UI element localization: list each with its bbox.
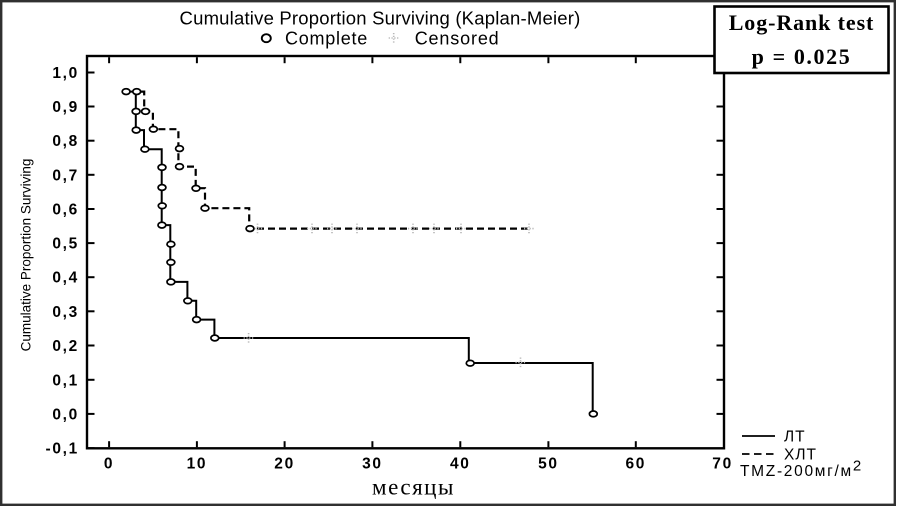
svg-text:10: 10 [187,456,208,473]
svg-text:ХЛТ: ХЛТ [784,447,817,464]
svg-text:0,6: 0,6 [52,202,79,219]
svg-text:0: 0 [104,456,114,473]
svg-text:0,9: 0,9 [52,99,79,116]
svg-text:30: 30 [362,456,383,473]
svg-text:Log-Rank test: Log-Rank test [729,10,875,35]
svg-text:0,1: 0,1 [52,372,79,389]
svg-text:0,0: 0,0 [52,406,79,423]
svg-text:70: 70 [712,456,733,473]
svg-text:0,2: 0,2 [52,338,79,355]
svg-text:50: 50 [538,456,559,473]
svg-text:месяцы: месяцы [372,475,455,500]
svg-text:Censored: Censored [415,29,500,49]
svg-text:0,3: 0,3 [52,304,79,321]
svg-text:TMZ-200мг/м2: TMZ-200мг/м2 [740,458,863,481]
svg-text:40: 40 [450,456,471,473]
svg-text:p = 0.025: p = 0.025 [752,44,852,69]
svg-text:Cumulative Proportion Survivin: Cumulative Proportion Surviving [19,159,34,352]
svg-text:-0,1: -0,1 [45,441,79,458]
svg-text:ЛТ: ЛТ [784,429,806,446]
svg-text:0,8: 0,8 [52,133,79,150]
svg-text:0,5: 0,5 [52,236,79,253]
svg-text:Complete: Complete [285,29,368,49]
svg-text:60: 60 [625,456,646,473]
svg-text:Cumulative Proportion Survivin: Cumulative Proportion Surviving (Kaplan-… [180,8,581,29]
svg-text:20: 20 [274,456,295,473]
svg-text:0,7: 0,7 [52,167,79,184]
svg-text:0,4: 0,4 [52,270,79,287]
svg-text:1,0: 1,0 [52,65,79,82]
